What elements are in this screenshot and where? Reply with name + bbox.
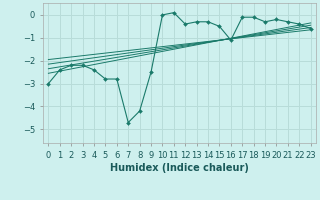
X-axis label: Humidex (Indice chaleur): Humidex (Indice chaleur) — [110, 163, 249, 173]
